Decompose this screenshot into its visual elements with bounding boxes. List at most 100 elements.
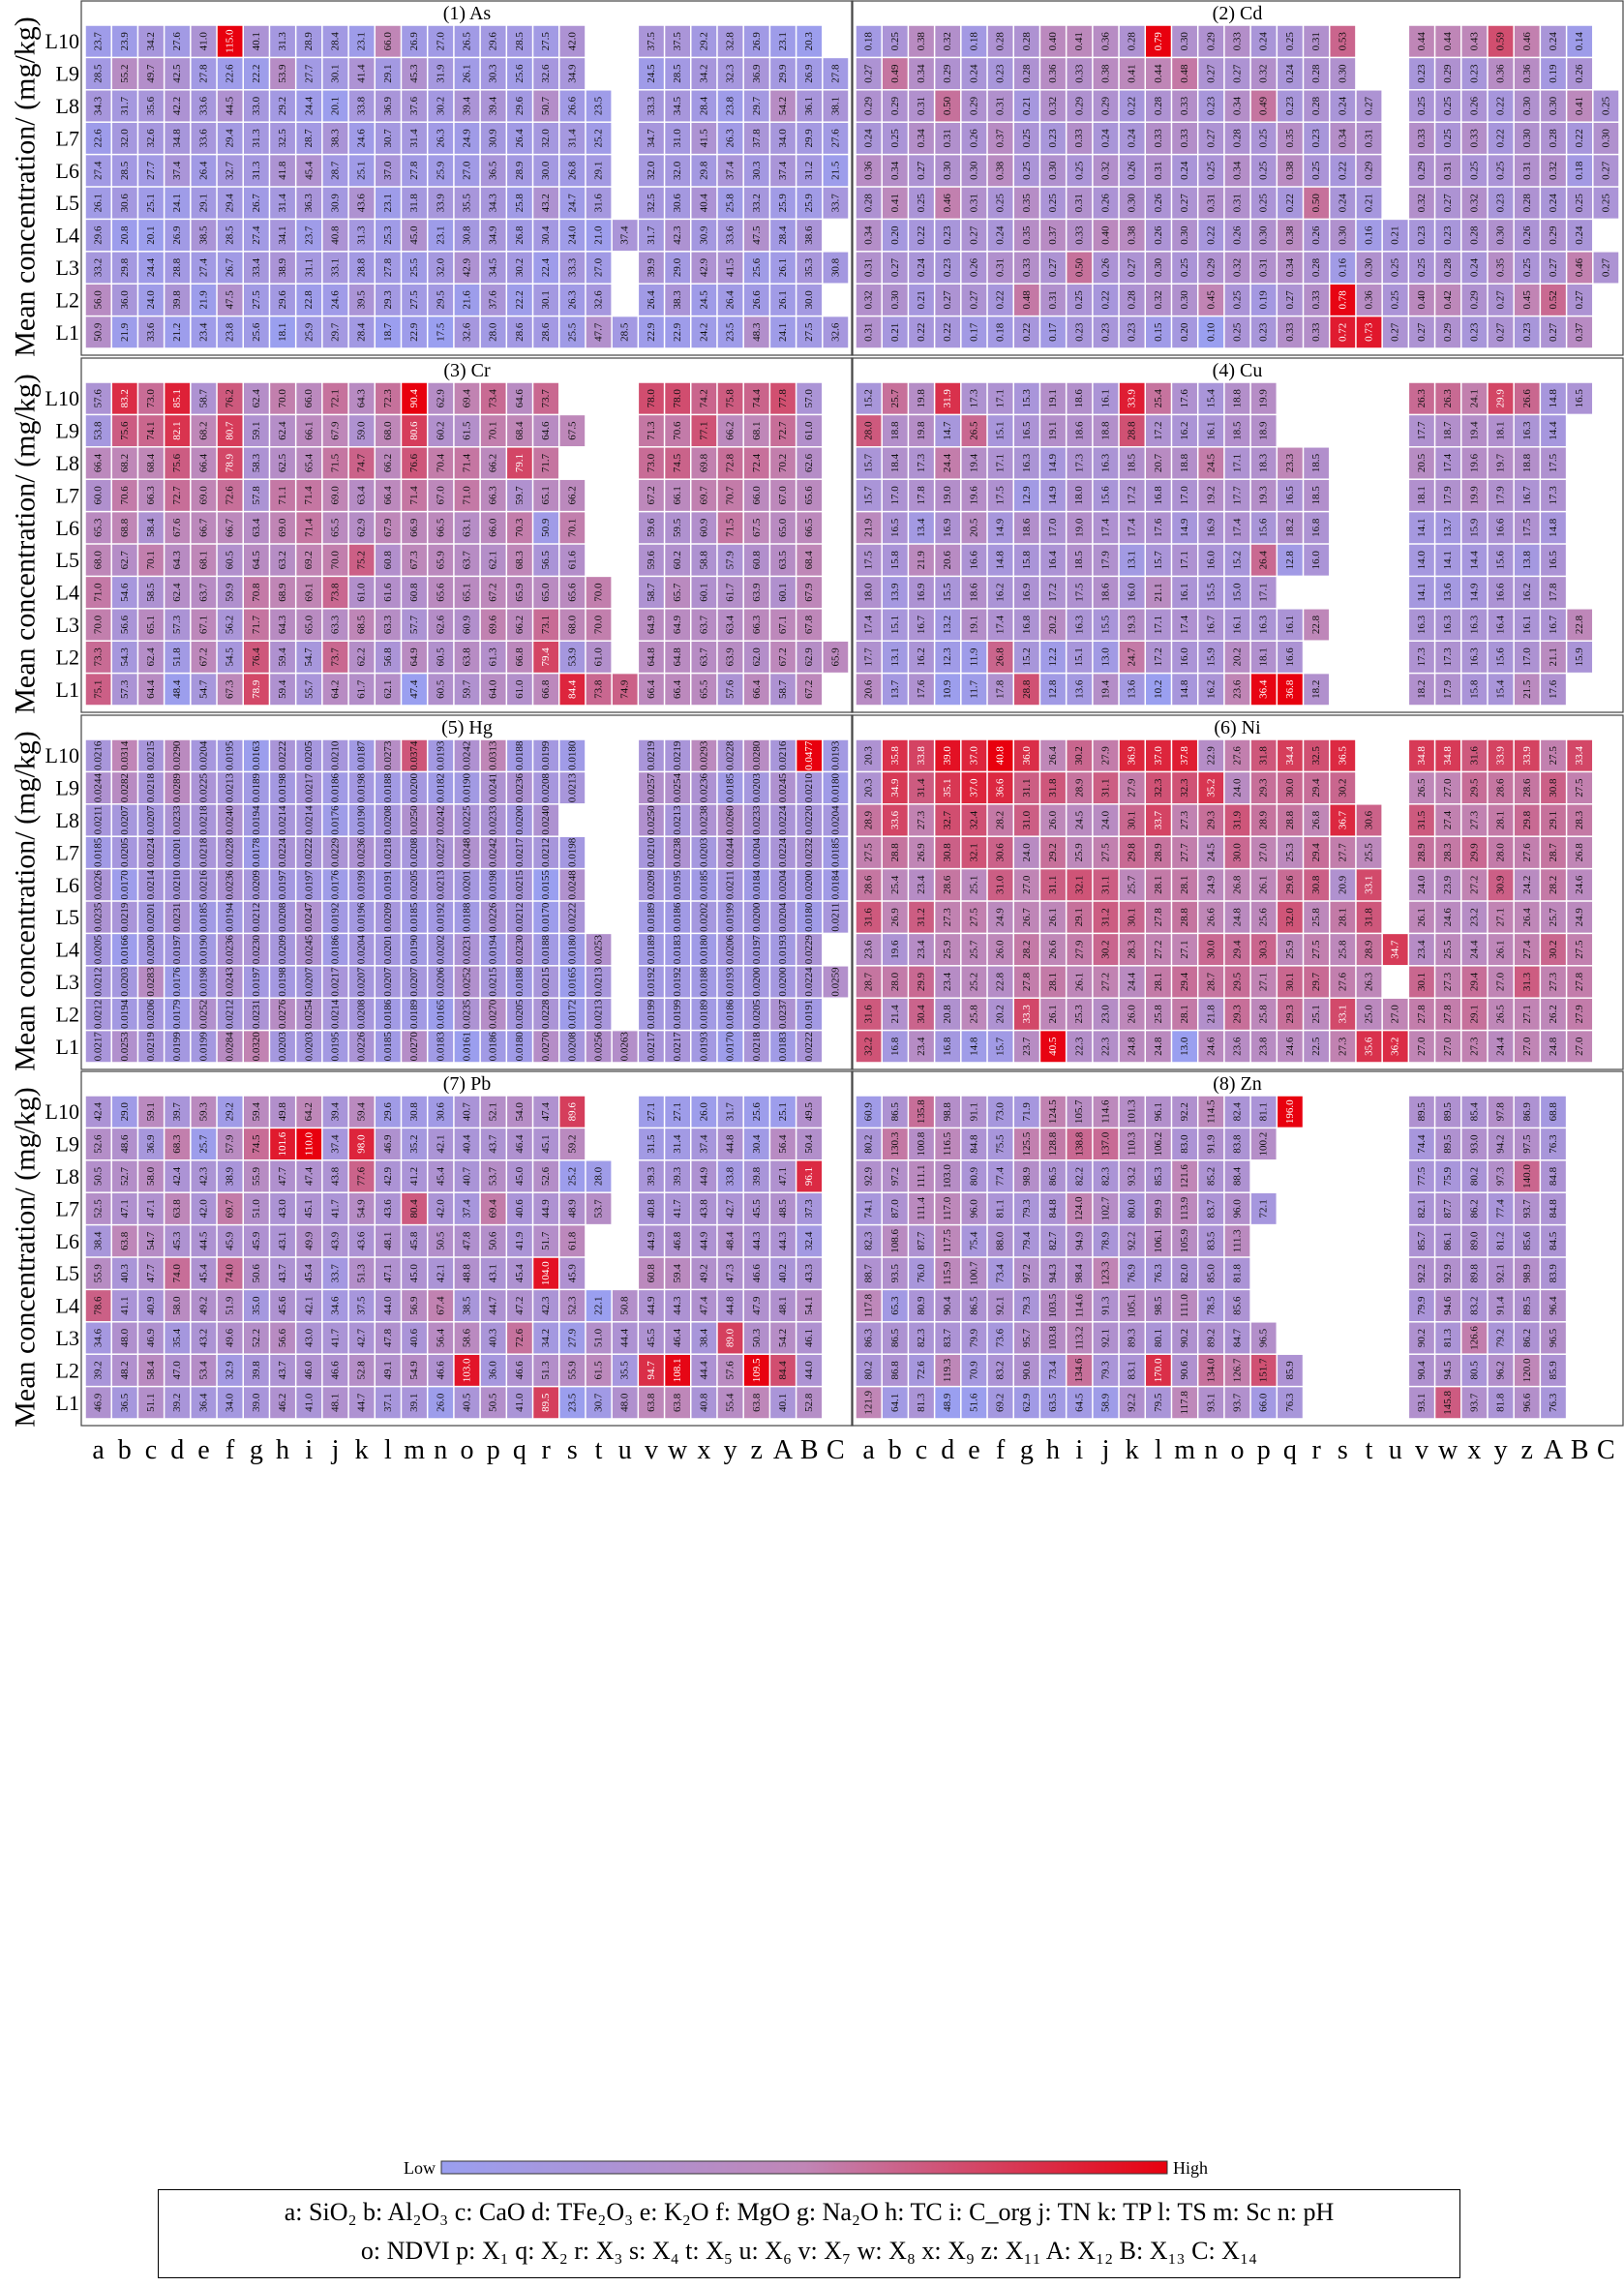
cell-value-label: 55.9 bbox=[566, 1361, 578, 1380]
cell-value-label: 21.6 bbox=[462, 290, 473, 310]
heatmap-cell bbox=[1067, 25, 1093, 57]
cell-value-label: 18.6 bbox=[1073, 421, 1085, 440]
cell-value-label: 50.5 bbox=[93, 1166, 105, 1186]
cell-value-label: 0.23 bbox=[1416, 64, 1428, 83]
cell-value-label: 0.18 bbox=[968, 32, 979, 51]
heatmap-cell bbox=[961, 122, 987, 154]
cell-value-label: 53.4 bbox=[197, 1361, 209, 1380]
cell-value-label: 65.6 bbox=[435, 583, 446, 602]
cell-value-label: 41.0 bbox=[197, 32, 209, 51]
heatmap-cell bbox=[322, 220, 348, 252]
cell-value-label: 48.1 bbox=[382, 1232, 394, 1250]
heatmap-cell bbox=[639, 155, 664, 187]
cell-value-label: 49.5 bbox=[803, 1102, 815, 1122]
cell-value-label: 0.23 bbox=[1099, 322, 1111, 342]
cell-value-label: 24.9 bbox=[995, 908, 1007, 927]
cell-value-label: 61.0 bbox=[356, 583, 368, 602]
cell-value-label: 44.0 bbox=[803, 1361, 815, 1380]
cell-value-label: 26.0 bbox=[435, 1393, 446, 1412]
cell-value-label: 27.3 bbox=[1337, 1037, 1348, 1056]
cell-value-label: 63.7 bbox=[197, 583, 209, 602]
cell-value-label: 64.2 bbox=[329, 680, 341, 699]
cell-value-label: 36.7 bbox=[1337, 810, 1348, 829]
cell-value-label: 27.5 bbox=[1099, 843, 1111, 862]
cell-value-label: 23.0 bbox=[1099, 1005, 1111, 1024]
cell-value-label: 44.5 bbox=[197, 1231, 209, 1250]
heatmap-cell bbox=[243, 252, 269, 284]
cell-value-label: 20.2 bbox=[1047, 616, 1059, 634]
cell-value-label: 40.5 bbox=[1047, 1037, 1059, 1056]
heatmap-cell bbox=[270, 252, 295, 284]
cell-value-label: 25.3 bbox=[382, 226, 394, 245]
cell-value-label: 67.3 bbox=[225, 679, 236, 699]
cell-value-label: 26.0 bbox=[1047, 810, 1059, 829]
cell-value-label: 50.5 bbox=[488, 1393, 499, 1412]
cell-value-label: 26.9 bbox=[916, 843, 927, 862]
cell-value-label: 0.34 bbox=[863, 226, 875, 245]
cell-value-label: 21.8 bbox=[1205, 1005, 1217, 1024]
cell-value-label: 67.2 bbox=[646, 486, 657, 504]
cell-value-label: 15.2 bbox=[1232, 551, 1244, 569]
cell-value-label: 24.4 bbox=[1495, 1037, 1507, 1056]
heatmap-cell bbox=[665, 187, 691, 219]
cell-value-label: 16.2 bbox=[916, 647, 927, 666]
cell-value-label: 0.19 bbox=[1258, 290, 1270, 310]
heatmap-cell bbox=[1593, 90, 1619, 122]
cell-value-label: 23.5 bbox=[566, 1393, 578, 1412]
cell-value-label: 36.9 bbox=[751, 64, 763, 83]
heatmap-cell bbox=[454, 122, 480, 154]
cell-value-label: 196.0 bbox=[1284, 1099, 1296, 1124]
column-label: s bbox=[1338, 1435, 1348, 1465]
cell-value-label: 0.0210 bbox=[329, 740, 341, 770]
cell-value-label: 74.1 bbox=[145, 421, 157, 439]
cell-value-label: 13.8 bbox=[1521, 551, 1533, 570]
heatmap-cell bbox=[691, 187, 717, 219]
cell-value-label: 73.6 bbox=[995, 1328, 1007, 1347]
cell-value-label: 0.0205 bbox=[119, 837, 131, 867]
heatmap-cell bbox=[270, 316, 295, 348]
cell-value-label: 33.2 bbox=[93, 258, 105, 277]
cell-value-label: 0.0198 bbox=[566, 837, 578, 867]
cell-value-label: 15.4 bbox=[1495, 679, 1507, 699]
heatmap-cell bbox=[1567, 90, 1593, 122]
heatmap-cell bbox=[191, 155, 217, 187]
cell-value-label: 27.0 bbox=[1442, 778, 1454, 797]
cell-value-label: 58.0 bbox=[145, 1166, 157, 1186]
cell-value-label: 13.6 bbox=[1073, 679, 1085, 699]
column-label: e bbox=[197, 1435, 209, 1465]
cell-value-label: 0.28 bbox=[1442, 257, 1454, 277]
cell-value-label: 27.8 bbox=[1442, 1005, 1454, 1024]
cell-value-label: 22.9 bbox=[646, 322, 657, 342]
cell-value-label: 54.3 bbox=[119, 647, 131, 667]
cell-value-label: 32.7 bbox=[225, 161, 236, 180]
cell-value-label: 84.4 bbox=[777, 1361, 789, 1380]
cell-value-label: 0.10 bbox=[1205, 322, 1217, 342]
cell-value-label: 69.6 bbox=[488, 615, 499, 634]
cell-value-label: 51.7 bbox=[540, 1231, 552, 1250]
cell-value-label: 37.8 bbox=[1179, 746, 1190, 766]
cell-value-label: 0.0237 bbox=[777, 999, 789, 1029]
cell-value-label: 30.6 bbox=[119, 194, 131, 213]
cell-value-label: 130.3 bbox=[889, 1131, 901, 1156]
cell-value-label: 17.5 bbox=[1073, 583, 1085, 602]
cell-value-label: 98.9 bbox=[1521, 1264, 1533, 1283]
cell-value-label: 0.0212 bbox=[540, 838, 552, 867]
cell-value-label: 0.31 bbox=[1364, 129, 1375, 147]
cell-value-label: 0.28 bbox=[1021, 64, 1033, 83]
cell-value-label: 26.4 bbox=[1521, 908, 1533, 927]
cell-value-label: 19.4 bbox=[1468, 421, 1480, 440]
cell-value-label: 0.27 bbox=[1127, 257, 1138, 277]
cell-value-label: 0.48 bbox=[1021, 290, 1033, 310]
cell-value-label: 16.8 bbox=[1310, 518, 1322, 537]
cell-value-label: 31.6 bbox=[1468, 746, 1480, 766]
cell-value-label: 40.6 bbox=[408, 1328, 420, 1347]
heatmap-cell bbox=[428, 25, 454, 57]
cell-value-label: 16.1 bbox=[1205, 421, 1217, 439]
cell-value-label: 0.28 bbox=[1468, 226, 1480, 245]
heatmap-cell bbox=[717, 90, 743, 122]
heatmap-cell bbox=[665, 25, 691, 57]
cell-value-label: 28.1 bbox=[1337, 908, 1348, 926]
panel-title: (1) As bbox=[443, 3, 492, 24]
cell-value-label: 58.9 bbox=[1099, 1393, 1111, 1412]
cell-value-label: 27.8 bbox=[1574, 972, 1585, 991]
